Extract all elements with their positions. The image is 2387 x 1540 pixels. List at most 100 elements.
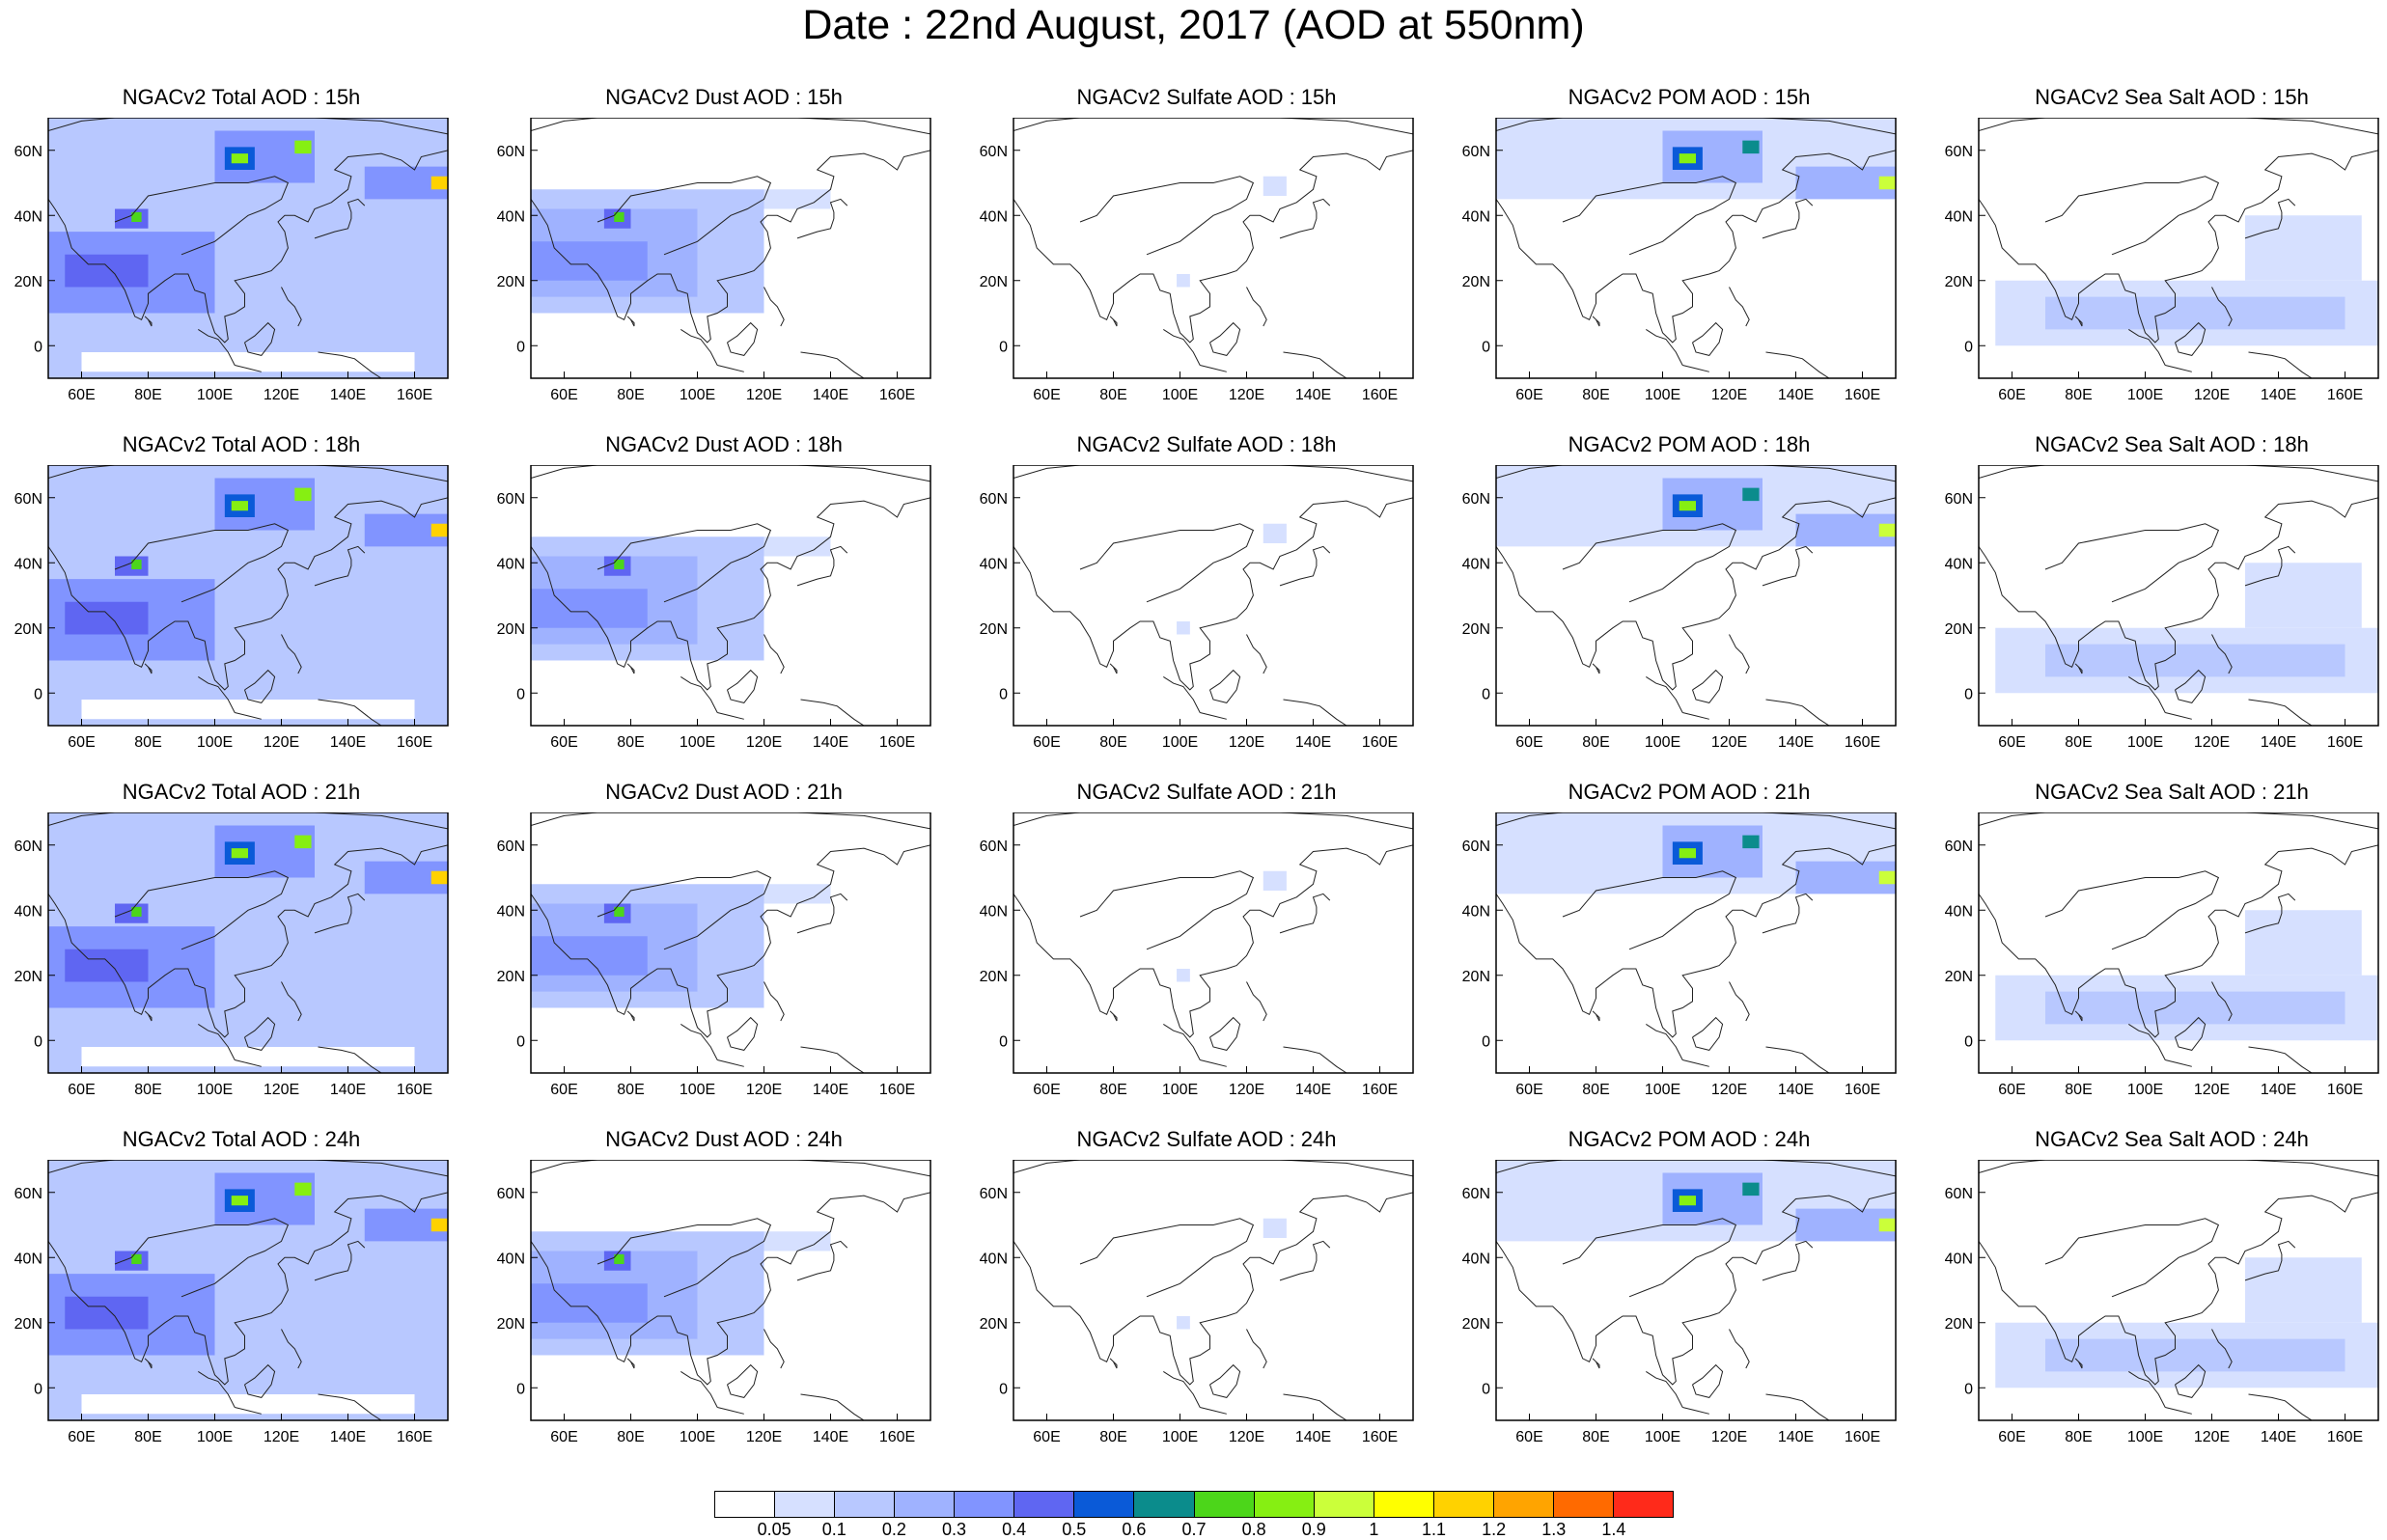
coastline [531,1192,930,1386]
x-tick-label: 140E [1778,1082,1814,1098]
coastline [1682,1059,1709,1067]
x-tick-label: 120E [1711,387,1747,403]
coastline [727,321,759,356]
coastline [2211,981,2233,1022]
coastline [2211,634,2233,674]
x-tick-label: 80E [617,734,644,751]
aod-cell [131,1253,142,1264]
aod-map: 60E 80E 100E 120E 140E 160E 60N 40N 20N 0 [1462,118,1897,403]
y-tick-label: 40N [14,556,42,572]
aod-cell [1679,153,1696,164]
colorbar-swatch [775,1492,836,1517]
coastline [1729,981,1750,1022]
x-tick-label: 60E [550,387,577,403]
coastline [2248,351,2313,378]
aod-map: 60E 80E 100E 120E 140E 160E 60N 40N 20N 0 [1945,812,2379,1098]
coastline [244,321,276,356]
aod-map: 60E 80E 100E 120E 140E 160E 60N 40N 20N 0 [980,1160,1414,1445]
coastline [1246,287,1267,327]
aod-map: 60E 80E 100E 120E 140E 160E 60N 40N 20N 0 [1462,465,1897,751]
coastline [2175,669,2207,703]
panel-title: NGACv2 POM AOD : 24h [1568,1127,1811,1151]
coastline [318,1393,382,1420]
coastline [1163,675,1201,713]
x-tick-label: 60E [1515,1082,1542,1098]
map-frame [1495,1160,1897,1421]
colorbar-label: 0.4 [1002,1520,1027,1539]
coastline [1592,663,1600,674]
map-panel-dust-18h: NGACv2 Dust AOD : 18h 60E 80E 100E 120E 140E 1… [483,432,965,775]
y-tick-label: 20N [1945,1316,1973,1333]
colorbar-swatch [895,1492,956,1517]
map-frame [530,1160,931,1421]
x-tick-label: 100E [680,387,715,403]
aod-map: 60E 80E 100E 120E 140E 160E 60N 40N 20N 0 [1462,1160,1897,1445]
y-tick-label: 0 [1964,1381,1973,1397]
map-panel-total-21h: NGACv2 Total AOD : 21h 60E 80E 100E 120E 140E… [0,780,483,1122]
x-tick-label: 120E [1229,1429,1264,1445]
coastline [1692,669,1724,703]
coastline [144,1358,153,1369]
coastline [1246,634,1267,674]
panel-title: NGACv2 Dust AOD : 24h [605,1127,843,1151]
aod-field [1979,118,2378,378]
coastline [48,1192,448,1386]
x-tick-label: 80E [2065,387,2092,403]
x-tick-label: 120E [264,387,299,403]
coastline [1729,287,1750,327]
x-tick-label: 100E [2127,387,2163,403]
colorbar-label: 0.5 [1062,1520,1087,1539]
colorbar-swatch [1014,1492,1075,1517]
y-tick-label: 20N [1462,621,1490,638]
colorbar-swatch [1194,1492,1255,1517]
x-tick-label: 160E [2327,1429,2363,1445]
aod-cell [131,559,142,569]
y-tick-label: 20N [497,274,525,290]
aod-field [1979,812,2378,1073]
y-tick-label: 40N [14,1251,42,1267]
x-tick-label: 120E [1711,1082,1747,1098]
y-tick-label: 20N [14,274,42,290]
coastline [1496,465,1896,482]
coastline [2165,712,2192,720]
map-frame [1495,118,1897,379]
x-tick-label: 160E [2327,734,2363,751]
aod-cell [1742,140,1760,154]
x-tick-label: 100E [2127,734,2163,751]
coastline [144,1010,153,1022]
x-tick-label: 100E [1162,387,1198,403]
aod-map: 60E 80E 100E 120E 140E 160E 60N 40N 20N 0 [980,118,1414,403]
x-tick-label: 120E [2194,1429,2230,1445]
coastline [727,1016,759,1051]
map-panel-total-18h: NGACv2 Total AOD : 18h 60E 80E 100E 120E 140E… [0,432,483,775]
x-tick-label: 140E [1295,1429,1331,1445]
coastline [1692,321,1724,356]
coastline [531,150,930,344]
coastline [314,1240,366,1281]
aod-cell [531,589,648,628]
aod-cell [531,1283,648,1323]
coastline [2044,176,2220,256]
coastline [235,712,262,720]
x-tick-label: 140E [2261,387,2296,403]
x-tick-label: 120E [1711,734,1747,751]
coastline [531,1160,930,1177]
coastline [318,351,382,378]
y-tick-label: 20N [1462,1316,1490,1333]
y-tick-label: 60N [980,839,1008,855]
y-tick-label: 60N [497,839,525,855]
x-tick-label: 60E [1033,734,1060,751]
coastline [1496,844,1896,1038]
coastline [114,176,290,256]
y-tick-label: 40N [1462,208,1490,225]
coastline [1979,150,2378,344]
map-panel-sulfate-24h: NGACv2 Sulfate AOD : 24h 60E 80E 100E 120E 14… [965,1127,1448,1470]
x-tick-label: 120E [746,1429,782,1445]
aod-cell [2045,1338,2345,1372]
x-tick-label: 160E [2327,1082,2363,1098]
coastline [2244,1240,2296,1281]
colorbar-swatch [715,1492,776,1517]
map-frame [1978,118,2379,379]
x-tick-label: 60E [1515,387,1542,403]
x-tick-label: 100E [197,1082,233,1098]
